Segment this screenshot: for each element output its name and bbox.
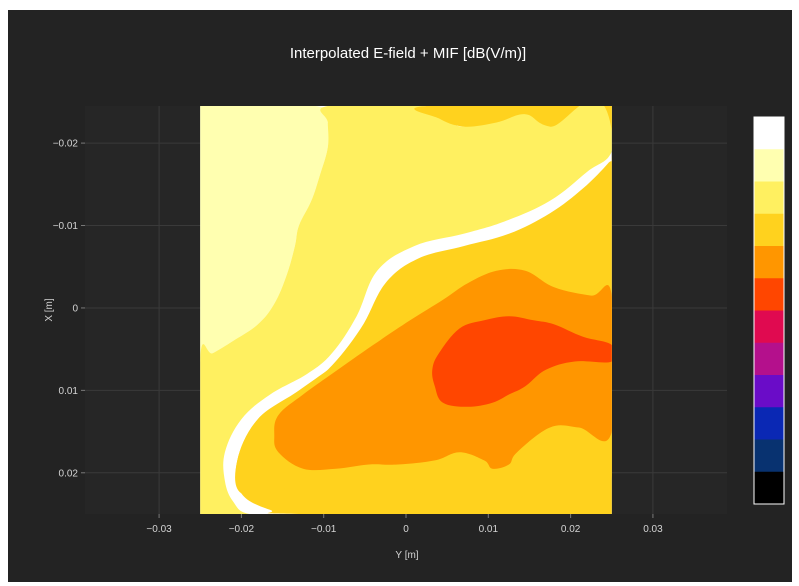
colorbar-swatch bbox=[754, 439, 784, 473]
y-tick-label: 0.01 bbox=[59, 386, 79, 397]
colorbar-swatch bbox=[754, 117, 784, 150]
x-tick-label: 0.01 bbox=[479, 524, 499, 535]
contour-level-6 bbox=[432, 316, 612, 407]
chart-title: Interpolated E-field + MIF [dB(V/m)] bbox=[290, 45, 526, 62]
y-tick-label: −0.01 bbox=[53, 221, 79, 232]
x-tick-label: −0.02 bbox=[229, 524, 255, 535]
ticks-layer: −0.03 −0.02 −0.01 0 0.01 0.02 0.03 −0.02 −0.01 0 0… bbox=[53, 139, 663, 535]
x-tick-label: 0 bbox=[403, 524, 409, 535]
colorbar-swatch bbox=[754, 342, 784, 376]
x-tick-label: 0.03 bbox=[643, 524, 663, 535]
chart-figure: −0.03 −0.02 −0.01 0 0.01 0.02 0.03 −0.02 −0.01 0 0… bbox=[8, 10, 792, 582]
y-tick-label: 0.02 bbox=[59, 468, 79, 479]
contour-chart: −0.03 −0.02 −0.01 0 0.01 0.02 0.03 −0.02 −0.01 0 0… bbox=[44, 45, 785, 561]
y-tick-label: 0 bbox=[72, 303, 78, 314]
contour-level-2 bbox=[200, 106, 612, 514]
contour-levels bbox=[200, 106, 612, 514]
contour-level-1 bbox=[200, 106, 330, 377]
x-tick-label: −0.01 bbox=[311, 524, 337, 535]
colorbar-swatch bbox=[754, 246, 784, 279]
contour-layer bbox=[200, 106, 612, 514]
x-tick-label: −0.03 bbox=[146, 524, 172, 535]
colorbar bbox=[753, 116, 785, 505]
colorbar-swatch bbox=[754, 278, 784, 312]
y-tick-label: −0.02 bbox=[53, 139, 79, 150]
colorbar-swatch bbox=[754, 375, 784, 408]
x-axis-label: Y [m] bbox=[395, 550, 418, 561]
colorbar-swatch bbox=[754, 310, 784, 344]
colorbar-swatch bbox=[754, 213, 784, 247]
colorbar-swatch bbox=[754, 407, 784, 441]
y-axis-label: X [m] bbox=[44, 298, 55, 322]
colorbar-outline bbox=[753, 116, 785, 505]
x-tick-label: 0.02 bbox=[561, 524, 581, 535]
colorbar-swatch bbox=[754, 181, 784, 215]
colorbar-swatch bbox=[754, 471, 784, 505]
colorbar-swatch bbox=[754, 149, 784, 183]
